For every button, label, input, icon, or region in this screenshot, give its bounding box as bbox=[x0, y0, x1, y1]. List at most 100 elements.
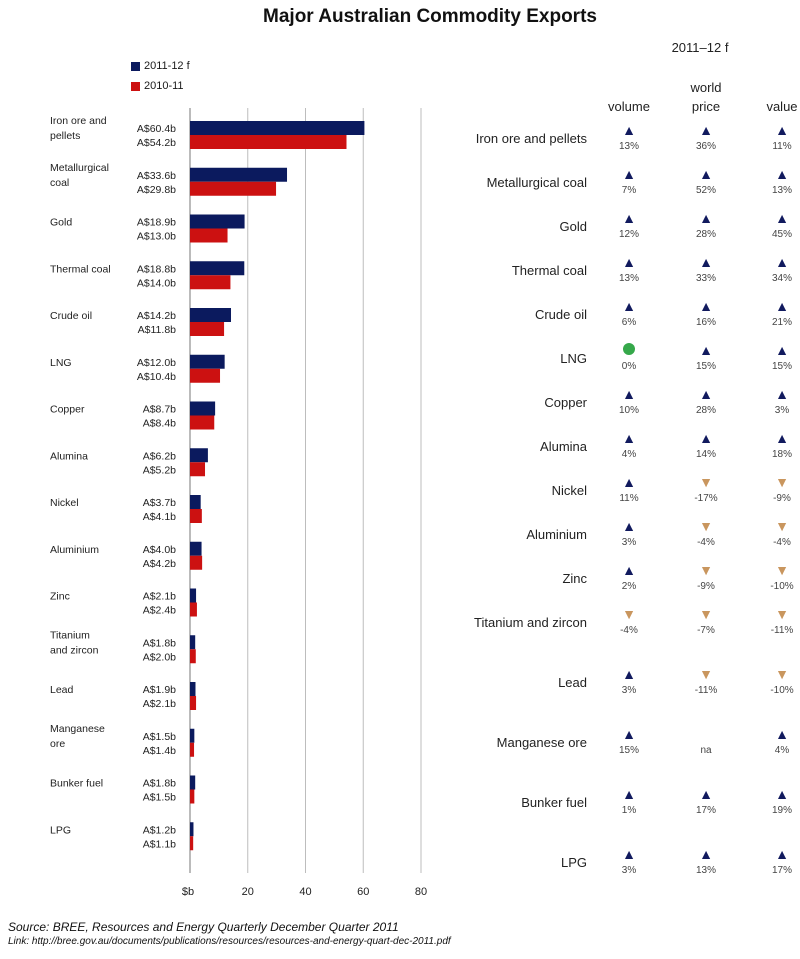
data-label: A$18.8b bbox=[137, 263, 176, 275]
category-label: LNG bbox=[50, 357, 72, 369]
x-tick-label: 40 bbox=[299, 886, 311, 898]
down-arrow-icon: ▼ bbox=[699, 562, 713, 578]
up-arrow-icon: ▲ bbox=[775, 846, 789, 862]
table-cell: ▲ 13% bbox=[681, 847, 731, 876]
table-row-label: Crude oil bbox=[534, 307, 587, 322]
bar-2011-12 bbox=[190, 588, 197, 603]
category-label: and zircon bbox=[50, 644, 99, 656]
bar-2010-11 bbox=[190, 135, 347, 149]
bar-2011-12 bbox=[190, 682, 196, 696]
down-arrow-icon: ▼ bbox=[775, 474, 789, 490]
source-note: Source: BREE, Resources and Energy Quart… bbox=[8, 920, 399, 934]
data-label: A$13.0b bbox=[137, 231, 176, 243]
table-row-label: Copper bbox=[544, 395, 587, 410]
table-period: 2011–12 f bbox=[671, 40, 729, 55]
bar-2011-12 bbox=[190, 354, 225, 369]
percent-change: 3% bbox=[774, 405, 790, 416]
up-arrow-icon: ▲ bbox=[622, 430, 636, 446]
percent-change: 15% bbox=[771, 361, 792, 372]
percent-change: 10% bbox=[618, 405, 639, 416]
category-label: Metallurgical bbox=[50, 162, 109, 174]
percent-change: 12% bbox=[618, 229, 639, 240]
category-label: LPG bbox=[50, 824, 71, 836]
bar-2010-11 bbox=[190, 368, 221, 383]
category-label: pellets bbox=[50, 130, 80, 142]
down-arrow-icon: ▼ bbox=[699, 606, 713, 622]
bar-2011-12 bbox=[190, 401, 216, 416]
table-cell: ▼ -11% bbox=[757, 607, 800, 636]
up-arrow-icon: ▲ bbox=[775, 430, 789, 446]
up-arrow-icon: ▲ bbox=[699, 846, 713, 862]
table-cell: ▼ -11% bbox=[681, 667, 731, 696]
table-cell: ▲ 13% bbox=[604, 255, 654, 284]
up-arrow-icon: ▲ bbox=[622, 386, 636, 402]
up-arrow-icon: ▲ bbox=[699, 386, 713, 402]
bar-2011-12 bbox=[190, 261, 245, 276]
up-arrow-icon: ▲ bbox=[622, 254, 636, 270]
table-cell: ▲ 3% bbox=[757, 387, 800, 416]
data-label: A$2.1b bbox=[143, 591, 176, 603]
percent-change: 28% bbox=[695, 229, 716, 240]
table-row-label: Lead bbox=[558, 675, 587, 690]
x-tick-label: 20 bbox=[242, 886, 254, 898]
table-cell: ▲ 36% bbox=[681, 123, 731, 152]
percent-change: -11% bbox=[694, 685, 718, 696]
up-arrow-icon: ▲ bbox=[699, 342, 713, 358]
x-tick-label: 60 bbox=[357, 886, 369, 898]
bar-2011-12 bbox=[190, 635, 196, 650]
bar-2011-12 bbox=[190, 495, 201, 509]
down-arrow-icon: ▼ bbox=[699, 518, 713, 534]
category-label: Titanium bbox=[50, 629, 90, 641]
table-cell: ▲ 13% bbox=[757, 167, 800, 196]
table-cell: ▲ 28% bbox=[681, 211, 731, 240]
up-arrow-icon: ▲ bbox=[775, 122, 789, 138]
table-cell: ▲ 52% bbox=[681, 167, 731, 196]
table-cell: ▲ 4% bbox=[757, 727, 800, 756]
category-label: Iron ore and bbox=[50, 115, 107, 127]
percent-change: 13% bbox=[771, 185, 792, 196]
table-cell: ▼ -4% bbox=[604, 607, 654, 636]
empty-symbol bbox=[681, 727, 731, 743]
bar-2010-11 bbox=[190, 836, 194, 851]
table-cell: na bbox=[681, 727, 731, 756]
up-arrow-icon: ▲ bbox=[699, 122, 713, 138]
table-cell: ▲ 15% bbox=[681, 343, 731, 372]
percent-change: 28% bbox=[695, 405, 716, 416]
up-arrow-icon: ▲ bbox=[622, 786, 636, 802]
category-label: coal bbox=[50, 177, 69, 189]
down-arrow-icon: ▼ bbox=[622, 606, 636, 622]
table-cell: ▲ 17% bbox=[681, 787, 731, 816]
data-label: A$2.0b bbox=[143, 651, 176, 663]
bar-2011-12 bbox=[190, 728, 195, 743]
column-header: value bbox=[742, 97, 800, 116]
bar-2010-11 bbox=[190, 555, 203, 570]
bar-2010-11 bbox=[190, 462, 206, 477]
up-arrow-icon: ▲ bbox=[622, 122, 636, 138]
data-label: A$4.1b bbox=[143, 511, 176, 523]
percent-change: na bbox=[700, 745, 712, 756]
chart-title: Major Australian Commodity Exports bbox=[263, 6, 597, 27]
table-row-label: Thermal coal bbox=[511, 263, 587, 278]
up-arrow-icon: ▲ bbox=[622, 210, 636, 226]
down-arrow-icon: ▼ bbox=[775, 666, 789, 682]
category-label: Nickel bbox=[50, 497, 79, 509]
data-label: A$10.4b bbox=[137, 371, 176, 383]
table-cell: ▼ -17% bbox=[681, 475, 731, 504]
table-cell: 0% bbox=[604, 343, 654, 372]
column-header-line: volume bbox=[608, 99, 650, 114]
percent-change: 7% bbox=[621, 185, 637, 196]
data-label: A$3.7b bbox=[143, 497, 176, 509]
table-cell: ▲ 16% bbox=[681, 299, 731, 328]
up-arrow-icon: ▲ bbox=[775, 254, 789, 270]
bar-2010-11 bbox=[190, 649, 196, 664]
legend-label-2010: 2010-11 bbox=[144, 80, 184, 92]
up-arrow-icon: ▲ bbox=[775, 342, 789, 358]
bar-2011-12 bbox=[190, 541, 202, 556]
percent-change: 45% bbox=[771, 229, 792, 240]
percent-change: 3% bbox=[621, 865, 637, 876]
table-cell: ▲ 7% bbox=[604, 167, 654, 196]
data-label: A$11.8b bbox=[138, 324, 176, 336]
percent-change: 36% bbox=[695, 141, 716, 152]
table-row-label: Metallurgical coal bbox=[486, 175, 587, 190]
